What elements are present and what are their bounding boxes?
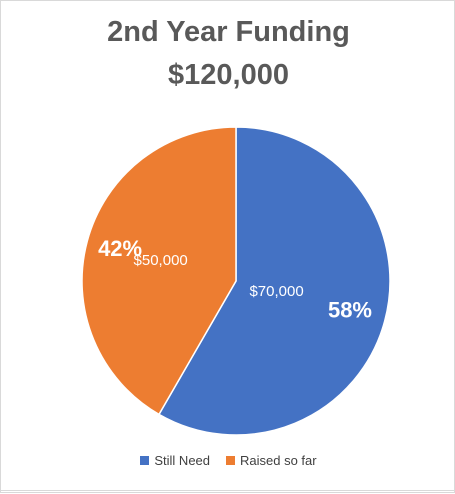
legend-label-raised-so-far: Raised so far <box>240 453 317 468</box>
legend-swatch-raised-so-far <box>226 456 236 465</box>
percent-label-still-need: 58% <box>328 297 372 322</box>
bottom-divider <box>0 490 455 491</box>
legend-item-still-need: Still Need <box>140 453 210 468</box>
legend-swatch-still-need <box>140 456 150 465</box>
value-label-still-need: $70,000 <box>249 283 303 300</box>
percent-label-raised-so-far: 42% <box>98 236 142 261</box>
pie-slice-still-need <box>157 126 391 436</box>
legend-label-still-need: Still Need <box>154 453 211 468</box>
legend-item-raised-so-far: Raised so far <box>226 453 317 468</box>
chart-title: 2nd Year Funding <box>107 16 350 48</box>
legend: Still Need Raised so far <box>1 453 455 468</box>
pie-slice-raised-so-far <box>81 126 237 416</box>
value-label-raised-so-far: $50,000 <box>134 252 188 269</box>
chart-subtitle: $120,000 <box>168 59 289 91</box>
